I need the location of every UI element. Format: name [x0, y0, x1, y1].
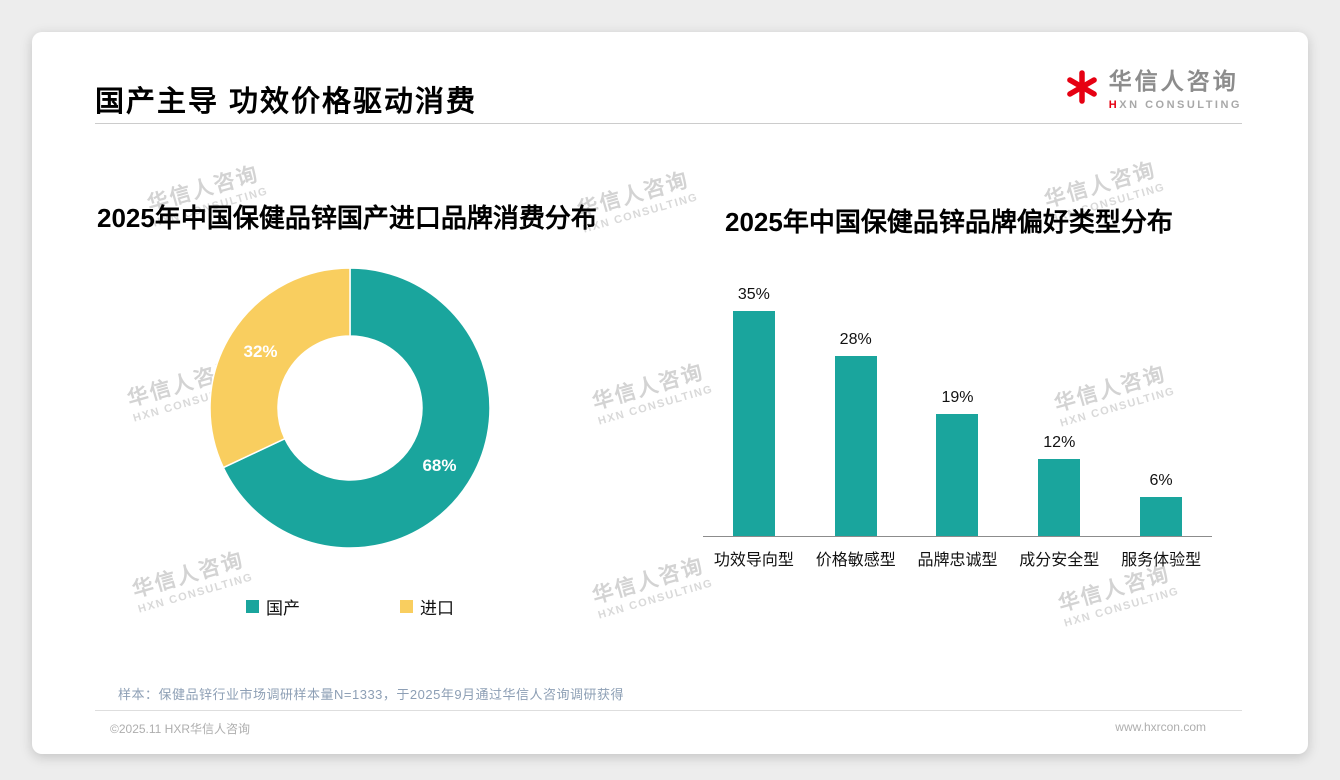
bar-value-label: 19% [941, 389, 974, 406]
bar-group: 28% [805, 331, 907, 536]
bar-value-label: 28% [839, 331, 872, 348]
logo-mark-icon [1066, 69, 1097, 104]
bar-value-label: 6% [1149, 472, 1173, 489]
logo: 华信人咨询 HXN CONSULTING [1064, 62, 1242, 111]
footer-website: www.hxrcon.com [1115, 720, 1206, 734]
donut-data-label: 68% [422, 456, 456, 475]
logo-name-cn: 华信人咨询 [1108, 68, 1239, 94]
bar [936, 414, 979, 536]
legend-label: 进口 [420, 599, 454, 618]
bar-group: 19% [907, 389, 1009, 536]
bar-value-label: 12% [1043, 434, 1076, 451]
bar-category-label: 成分安全型 [1019, 552, 1100, 569]
donut-chart: 68% 32% [209, 267, 491, 549]
bar [1038, 459, 1081, 536]
donut-legend: 国产 进口 [180, 594, 520, 619]
bar-group: 12% [1008, 434, 1110, 536]
logo-en-initial: H [1108, 99, 1120, 111]
legend-item: 国产 [246, 594, 300, 619]
bar-chart-title: 2025年中国保健品锌品牌偏好类型分布 [725, 207, 1173, 237]
bar [732, 311, 775, 536]
logo-en-rest: XN CONSULTING [1119, 99, 1242, 111]
logo-text: 华信人咨询 HXN CONSULTING [1109, 62, 1242, 111]
donut-data-label: 32% [243, 342, 277, 361]
header-divider [95, 123, 1242, 124]
legend-item: 进口 [400, 594, 454, 619]
bar [834, 356, 877, 536]
footer-copyright: ©2025.11 HXR华信人咨询 [110, 722, 250, 736]
bar-category-label: 价格敏感型 [815, 552, 896, 569]
sample-note: 样本：保健品锌行业市场调研样本量N=1333，于2025年9月通过华信人咨询调研… [118, 687, 625, 702]
donut-slice [222, 267, 491, 549]
bar-group: 6% [1110, 472, 1212, 536]
bar-value-label: 35% [737, 286, 770, 303]
legend-swatch [246, 600, 259, 613]
legend-label: 国产 [266, 599, 300, 618]
bar-category-label: 服务体验型 [1121, 552, 1202, 569]
bar-chart: 35% 28% 19% 12% 6% [703, 282, 1212, 537]
bar [1140, 497, 1183, 536]
bar-category-labels: 功效导向型 价格敏感型 品牌忠诚型 成分安全型 服务体验型 [703, 546, 1212, 570]
logo-name-en: HXN CONSULTING [1109, 99, 1242, 111]
footer: ©2025.11 HXR华信人咨询 www.hxrcon.com [110, 720, 1206, 737]
donut-slice [209, 267, 351, 469]
bar-group: 35% [703, 286, 805, 536]
footer-divider [95, 710, 1242, 711]
slide-card: 华信人咨询 HXN CONSULTING 华信人咨询 HXN CONSULTING 华信… [32, 32, 1308, 754]
legend-swatch [400, 600, 413, 613]
slide-content: 国产主导 功效价格驱动消费 华信人咨询 HXN CONSULTING 2025年… [32, 32, 1308, 754]
bar-category-label: 功效导向型 [713, 552, 794, 569]
page-title: 国产主导 功效价格驱动消费 [95, 86, 478, 118]
bar-category-label: 品牌忠诚型 [917, 552, 998, 569]
donut-chart-title: 2025年中国保健品锌国产进口品牌消费分布 [97, 203, 597, 233]
